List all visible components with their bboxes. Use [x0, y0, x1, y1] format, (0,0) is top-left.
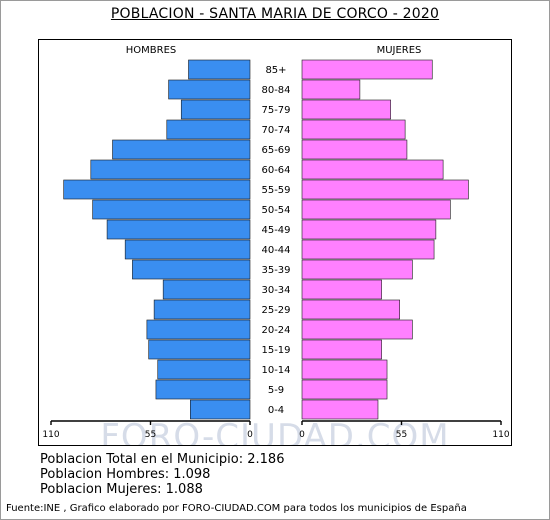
- bar-mujeres-85+: [301, 59, 433, 80]
- bar-mujeres-70-74: [301, 119, 406, 140]
- tick-label-hombres-0: 0: [247, 430, 253, 440]
- tick-label-hombres-55: 55: [145, 430, 156, 440]
- age-label-55-59: 55-59: [261, 185, 290, 196]
- bar-hombres-0-4: [190, 399, 251, 420]
- age-label-20-24: 20-24: [261, 325, 290, 336]
- bar-hombres-25-29: [153, 299, 251, 320]
- bar-mujeres-60-64: [301, 159, 444, 180]
- age-label-25-29: 25-29: [261, 305, 290, 316]
- age-label-50-54: 50-54: [261, 205, 290, 216]
- bar-mujeres-0-4: [301, 399, 379, 420]
- age-label-15-19: 15-19: [261, 345, 290, 356]
- bar-mujeres-25-29: [301, 299, 400, 320]
- bar-hombres-40-44: [124, 239, 251, 260]
- tick-label-hombres-110: 110: [42, 430, 59, 440]
- bar-hombres-70-74: [166, 119, 251, 140]
- axes-group: 110 55 0 0 55 110: [42, 420, 510, 440]
- age-label-10-14: 10-14: [261, 365, 290, 376]
- bar-hombres-60-64: [90, 159, 251, 180]
- age-label-75-79: 75-79: [261, 105, 290, 116]
- age-label-40-44: 40-44: [261, 245, 290, 256]
- tick-label-mujeres-0: 0: [299, 430, 305, 440]
- bar-hombres-10-14: [157, 359, 251, 380]
- age-label-65-69: 65-69: [261, 145, 290, 156]
- bar-hombres-45-49: [106, 219, 251, 240]
- bar-hombres-50-54: [92, 199, 251, 220]
- bar-mujeres-15-19: [301, 339, 382, 360]
- tick-label-mujeres-110: 110: [492, 430, 509, 440]
- bar-mujeres-80-84: [301, 79, 361, 100]
- bar-mujeres-55-59: [301, 179, 469, 200]
- bar-mujeres-50-54: [301, 199, 451, 220]
- bar-hombres-75-79: [180, 99, 251, 120]
- source-note: Fuente:INE , Grafico elaborado por FORO-…: [6, 503, 467, 514]
- bar-hombres-30-34: [162, 279, 251, 300]
- bar-mujeres-40-44: [301, 239, 435, 260]
- bar-hombres-15-19: [148, 339, 251, 360]
- age-label-30-34: 30-34: [261, 285, 290, 296]
- bar-hombres-85+: [188, 59, 251, 80]
- bar-mujeres-35-39: [301, 259, 413, 280]
- age-label-35-39: 35-39: [261, 265, 290, 276]
- bar-mujeres-75-79: [301, 99, 391, 120]
- bar-mujeres-20-24: [301, 319, 413, 340]
- age-label-70-74: 70-74: [261, 125, 290, 136]
- bar-hombres-80-84: [168, 79, 251, 100]
- age-label-80-84: 80-84: [261, 85, 290, 96]
- bar-mujeres-65-69: [301, 139, 408, 160]
- bar-hombres-35-39: [132, 259, 251, 280]
- mujeres-label: MUJERES: [377, 45, 422, 56]
- age-label-0-4: 0-4: [268, 405, 284, 416]
- stats-block: Poblacion Total en el Municipio: 2.186 P…: [40, 452, 284, 497]
- age-label-5-9: 5-9: [268, 385, 284, 396]
- pyramid-svg: FORO-CIUDAD.COM HOMBRES MUJERES 85+80-84…: [42, 45, 510, 445]
- bar-mujeres-45-49: [301, 219, 437, 240]
- bar-hombres-20-24: [146, 319, 251, 340]
- age-label-60-64: 60-64: [261, 165, 290, 176]
- bar-hombres-5-9: [155, 379, 251, 400]
- female-population: Poblacion Mujeres: 1.088: [40, 482, 203, 497]
- bars-group: [63, 59, 469, 420]
- bar-mujeres-30-34: [301, 279, 382, 300]
- bar-hombres-55-59: [63, 179, 251, 200]
- chart-title: POBLACION - SANTA MARIA DE CORCO - 2020: [110, 6, 440, 22]
- total-population: Poblacion Total en el Municipio: 2.186: [40, 452, 285, 467]
- age-label-85+: 85+: [265, 65, 286, 76]
- hombres-label: HOMBRES: [126, 45, 177, 56]
- bar-mujeres-10-14: [301, 359, 388, 380]
- age-label-45-49: 45-49: [261, 225, 290, 236]
- tick-label-mujeres-55: 55: [396, 430, 407, 440]
- population-pyramid: FORO-CIUDAD.COM HOMBRES MUJERES 85+ 80-84…: [38, 39, 512, 446]
- age-labels: 85+ 80-84 75-79 70-74 65-69 60-64 55-59 50-54 45…: [261, 65, 290, 416]
- bar-mujeres-5-9: [301, 379, 388, 400]
- male-population: Poblacion Hombres: 1.098: [40, 467, 211, 482]
- bar-hombres-65-69: [112, 139, 251, 160]
